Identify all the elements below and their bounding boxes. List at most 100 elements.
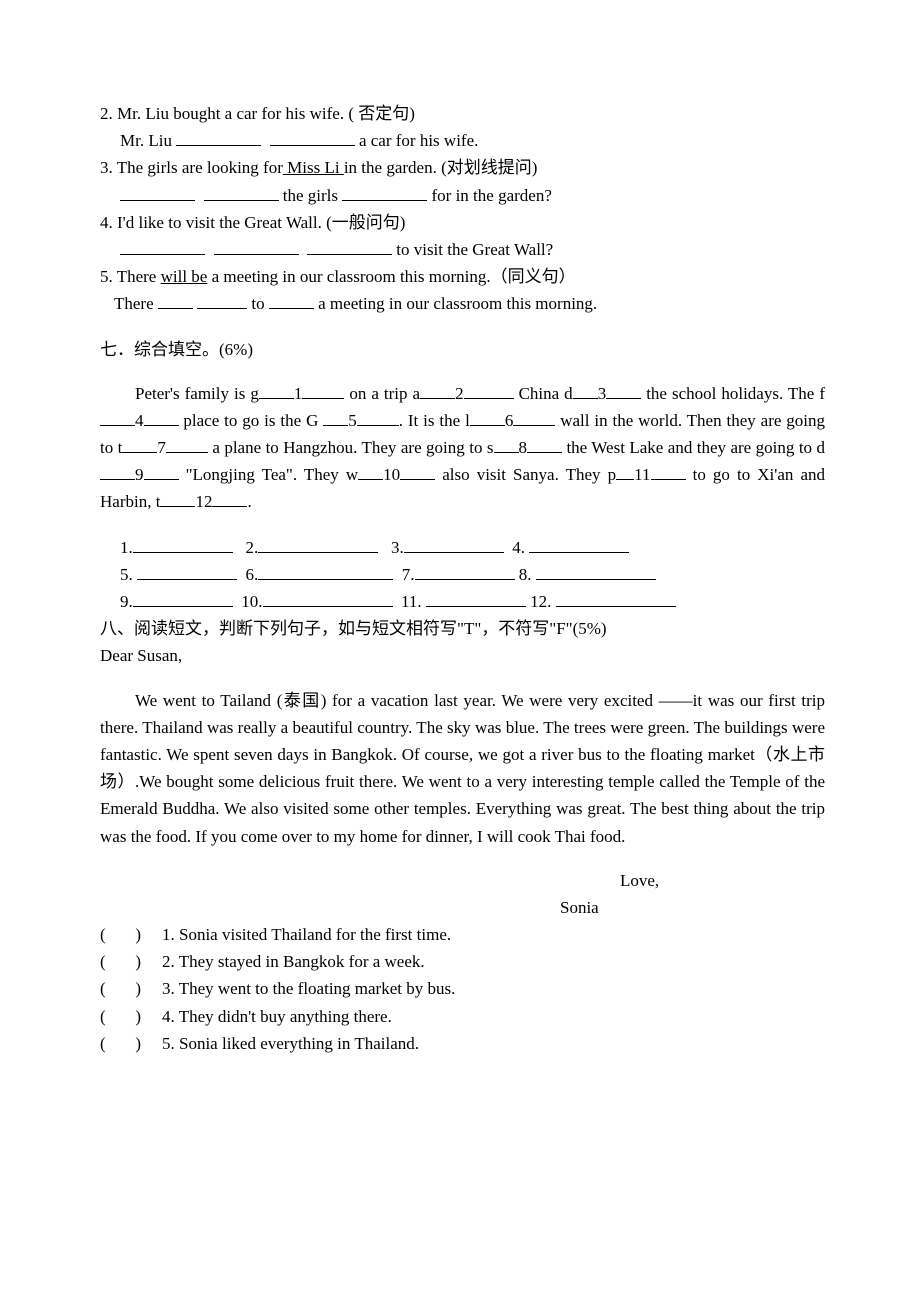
- blank-g6b[interactable]: [513, 425, 555, 426]
- num-5: 5: [348, 411, 357, 430]
- ans-blank-10[interactable]: [263, 606, 393, 607]
- q2-blank2[interactable]: [270, 145, 355, 146]
- blank-g6[interactable]: [470, 425, 505, 426]
- q5-line2: There to a meeting in our classroom this…: [100, 290, 825, 317]
- blank-g4[interactable]: [100, 425, 135, 426]
- q2-blank1[interactable]: [176, 145, 261, 146]
- ans-blank-3[interactable]: [404, 552, 504, 553]
- ans-blank-7[interactable]: [415, 579, 515, 580]
- num-7: 7: [157, 438, 166, 457]
- q5-blank2[interactable]: [197, 308, 247, 309]
- num-11: 11: [634, 465, 650, 484]
- tf-text-2: 2. They stayed in Bangkok for a week.: [162, 948, 425, 975]
- ans-blank-4[interactable]: [529, 552, 629, 553]
- ans-blank-11[interactable]: [426, 606, 526, 607]
- paren-3[interactable]: ( ): [100, 975, 162, 1002]
- q3-line1: 3. The girls are looking for Miss Li in …: [100, 154, 825, 181]
- tf-item-1: ( )1. Sonia visited Thailand for the fir…: [100, 921, 825, 948]
- blank-g2b[interactable]: [464, 398, 514, 399]
- q4-line2: to visit the Great Wall?: [100, 236, 825, 263]
- ans-label-11: 11.: [401, 592, 422, 611]
- blank-g10[interactable]: [358, 479, 383, 480]
- section8-title: 八、阅读短文，判断下列句子，如与短文相符写"T"，不符写"F"(5%): [100, 615, 825, 642]
- passage-p1d: the school holidays. The f: [641, 384, 825, 403]
- ans-blank-12[interactable]: [556, 606, 676, 607]
- passage-p1c: China d: [514, 384, 573, 403]
- blank-g3b[interactable]: [606, 398, 641, 399]
- paren-4[interactable]: ( ): [100, 1003, 162, 1030]
- blank-g8[interactable]: [494, 452, 519, 453]
- q4-type: 一般问句): [332, 213, 406, 232]
- blank-g11b[interactable]: [651, 479, 686, 480]
- section8-sig1: Love,: [100, 867, 825, 894]
- q3-num: 3.: [100, 158, 117, 177]
- passage-p1e: place to go is the G: [179, 411, 324, 430]
- answer-row-1: 1. 2. 3. 4.: [100, 534, 825, 561]
- section8-greeting: Dear Susan,: [100, 642, 825, 669]
- num-12: 12: [195, 492, 212, 511]
- num-3: 3: [598, 384, 607, 403]
- ans-label-1: 1.: [120, 538, 133, 557]
- ans-blank-1[interactable]: [133, 552, 233, 553]
- blank-g5b[interactable]: [357, 425, 399, 426]
- blank-g7[interactable]: [122, 452, 157, 453]
- blank-g1b[interactable]: [302, 398, 344, 399]
- q3-blank2[interactable]: [204, 200, 279, 201]
- q2-line1: 2. Mr. Liu bought a car for his wife. ( …: [100, 100, 825, 127]
- q3-blank3[interactable]: [342, 200, 427, 201]
- ans-label-5: 5.: [120, 565, 133, 584]
- q5-underlined: will be: [161, 267, 208, 286]
- blank-g3[interactable]: [573, 398, 598, 399]
- ans-blank-9[interactable]: [133, 606, 233, 607]
- num-9: 9: [135, 465, 144, 484]
- paren-2[interactable]: ( ): [100, 948, 162, 975]
- q2-text-a: Mr. Liu bought a car for his wife. (: [117, 104, 358, 123]
- blank-g9[interactable]: [100, 479, 135, 480]
- passage-p1j: "Longjing Tea". They w: [179, 465, 359, 484]
- q3-line2-c: for in the garden?: [427, 186, 552, 205]
- passage-p1i: the West Lake and they are going to d: [562, 438, 825, 457]
- q5-line2-c: a meeting in our classroom this morning.: [314, 294, 597, 313]
- ans-blank-2[interactable]: [258, 552, 378, 553]
- blank-g10b[interactable]: [400, 479, 435, 480]
- ans-blank-5[interactable]: [137, 579, 237, 580]
- q4-line2-b: to visit the Great Wall?: [392, 240, 553, 259]
- passage-p1b: on a trip a: [344, 384, 420, 403]
- passage-p1f: . It is the l: [399, 411, 470, 430]
- passage-p1k: also visit Sanya. They p: [435, 465, 616, 484]
- blank-g11[interactable]: [616, 479, 634, 480]
- q4-line1: 4. I'd like to visit the Great Wall. (一般…: [100, 209, 825, 236]
- q5-blank1[interactable]: [158, 308, 193, 309]
- ans-blank-6[interactable]: [258, 579, 393, 580]
- answer-grid: 1. 2. 3. 4. 5. 6. 7. 8. 9. 10. 11. 12.: [100, 534, 825, 616]
- blank-g1[interactable]: [259, 398, 294, 399]
- ans-blank-8[interactable]: [536, 579, 656, 580]
- num-10: 10: [383, 465, 400, 484]
- q5-type: 同义句）: [508, 267, 576, 286]
- blank-g12b[interactable]: [212, 506, 247, 507]
- q5-line2-b: to: [247, 294, 269, 313]
- num-6: 6: [505, 411, 514, 430]
- q4-blank1[interactable]: [120, 254, 205, 255]
- blank-g9b[interactable]: [144, 479, 179, 480]
- blank-g2[interactable]: [420, 398, 455, 399]
- q4-blank2[interactable]: [214, 254, 299, 255]
- q3-blank1[interactable]: [120, 200, 195, 201]
- q3-line2-b: the girls: [279, 186, 343, 205]
- tf-text-3: 3. They went to the floating market by b…: [162, 975, 455, 1002]
- blank-g7b[interactable]: [166, 452, 208, 453]
- blank-g5[interactable]: [323, 425, 348, 426]
- blank-g12[interactable]: [160, 506, 195, 507]
- paren-5[interactable]: ( ): [100, 1030, 162, 1057]
- q3-line2: the girls for in the garden?: [100, 182, 825, 209]
- q5-blank3[interactable]: [269, 308, 314, 309]
- q5-text-a: There: [117, 267, 161, 286]
- blank-g4b[interactable]: [144, 425, 179, 426]
- paren-1[interactable]: ( ): [100, 921, 162, 948]
- blank-g8b[interactable]: [527, 452, 562, 453]
- ans-label-9: 9.: [120, 592, 133, 611]
- section8-sig2: Sonia: [100, 894, 825, 921]
- q4-blank3[interactable]: [307, 254, 392, 255]
- q4-text-a: I'd like to visit the Great Wall. (: [117, 213, 332, 232]
- q2-line2-b: a car for his wife.: [355, 131, 479, 150]
